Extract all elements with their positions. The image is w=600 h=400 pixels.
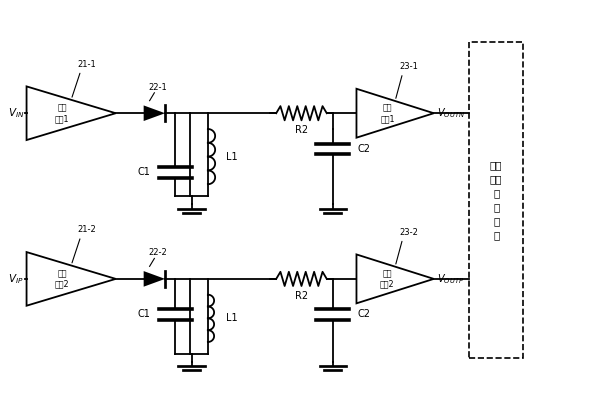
Text: $V_{IN}$: $V_{IN}$ bbox=[8, 106, 24, 120]
Text: L1: L1 bbox=[226, 313, 238, 323]
Text: 21-1: 21-1 bbox=[77, 60, 96, 69]
Polygon shape bbox=[143, 106, 165, 121]
Text: 22-1: 22-1 bbox=[148, 83, 167, 92]
Text: 21-2: 21-2 bbox=[77, 225, 96, 234]
Text: $V_{IP}$: $V_{IP}$ bbox=[8, 272, 23, 286]
Text: $V_{OUTN}$: $V_{OUTN}$ bbox=[437, 106, 465, 120]
Text: C1: C1 bbox=[137, 309, 150, 319]
Text: 23-2: 23-2 bbox=[399, 228, 418, 237]
Text: 基带
信号
处
理
模
块: 基带 信号 处 理 模 块 bbox=[490, 160, 502, 240]
Text: 22-2: 22-2 bbox=[148, 248, 167, 257]
Text: R2: R2 bbox=[295, 291, 308, 301]
Bar bbox=[469, 42, 523, 358]
Text: $V_{OUTP}$: $V_{OUTP}$ bbox=[437, 272, 464, 286]
Text: 比较
电路2: 比较 电路2 bbox=[380, 269, 395, 288]
Polygon shape bbox=[143, 271, 165, 287]
Text: 放大
电路2: 放大 电路2 bbox=[55, 269, 70, 288]
Text: R2: R2 bbox=[295, 125, 308, 135]
Text: C2: C2 bbox=[358, 144, 371, 154]
Text: 放大
电路1: 放大 电路1 bbox=[55, 104, 70, 123]
Text: 比较
电路1: 比较 电路1 bbox=[380, 104, 395, 123]
Text: L1: L1 bbox=[226, 152, 238, 162]
Text: C1: C1 bbox=[137, 167, 150, 177]
Text: 23-1: 23-1 bbox=[399, 62, 418, 71]
Text: C2: C2 bbox=[358, 309, 371, 319]
